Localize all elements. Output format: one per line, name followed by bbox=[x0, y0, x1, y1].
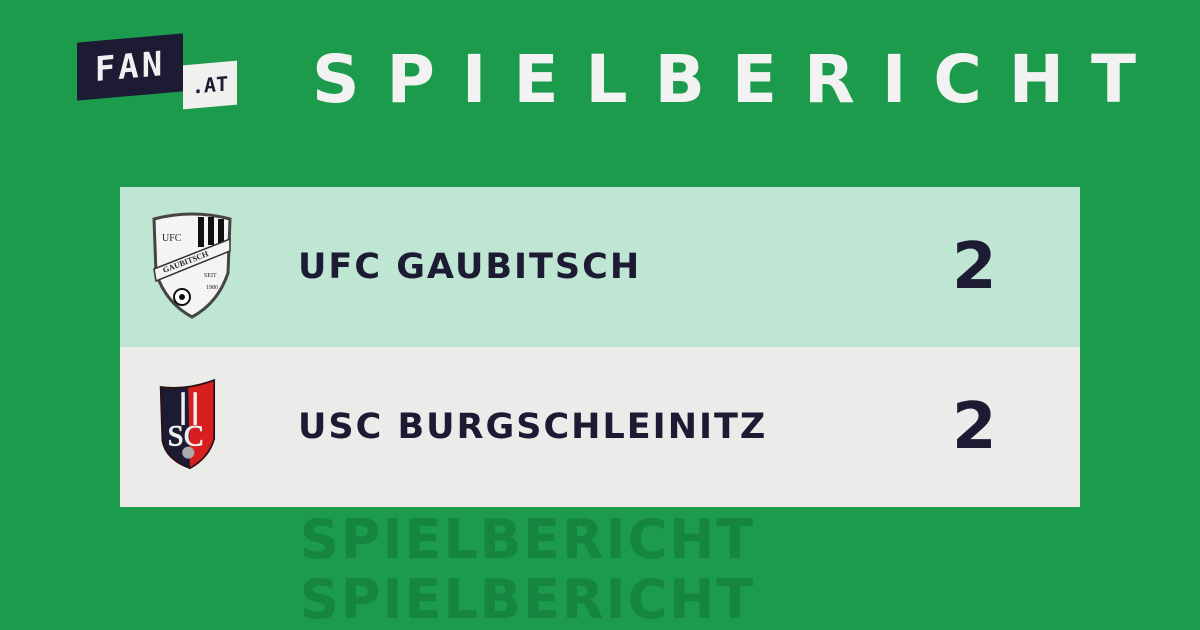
logo-fan: FAN bbox=[77, 33, 183, 101]
logo-at: .AT bbox=[183, 60, 237, 110]
watermark-line: SPIELBERICHT bbox=[300, 568, 756, 630]
away-team-row: SC USC BURGSCHLEINITZ 2 bbox=[120, 347, 1080, 507]
usc-burgschleinitz-crest-icon: SC bbox=[159, 378, 216, 470]
home-team-name: UFC GAUBITSCH bbox=[298, 247, 642, 287]
home-team-row: UFC GAUBITSCH SEIT 1980 UFC GAUBITSCH 2 bbox=[120, 187, 1080, 347]
scoreboard: UFC GAUBITSCH SEIT 1980 UFC GAUBITSCH 2 … bbox=[120, 187, 1080, 507]
watermark-background: SPIELBERICHT SPIELBERICHT bbox=[0, 507, 1200, 630]
svg-text:1980: 1980 bbox=[206, 285, 218, 291]
svg-text:SC: SC bbox=[168, 421, 204, 453]
page-title: SPIELBERICHT bbox=[312, 41, 1164, 118]
svg-text:UFC: UFC bbox=[162, 233, 182, 244]
away-team-score: 2 bbox=[952, 390, 997, 464]
ufc-gaubitsch-crest-icon: UFC GAUBITSCH SEIT 1980 bbox=[152, 212, 232, 319]
watermark-line: SPIELBERICHT bbox=[300, 508, 756, 571]
home-team-score: 2 bbox=[952, 230, 997, 304]
svg-text:SEIT: SEIT bbox=[204, 273, 217, 279]
away-team-name: USC BURGSCHLEINITZ bbox=[298, 407, 768, 447]
